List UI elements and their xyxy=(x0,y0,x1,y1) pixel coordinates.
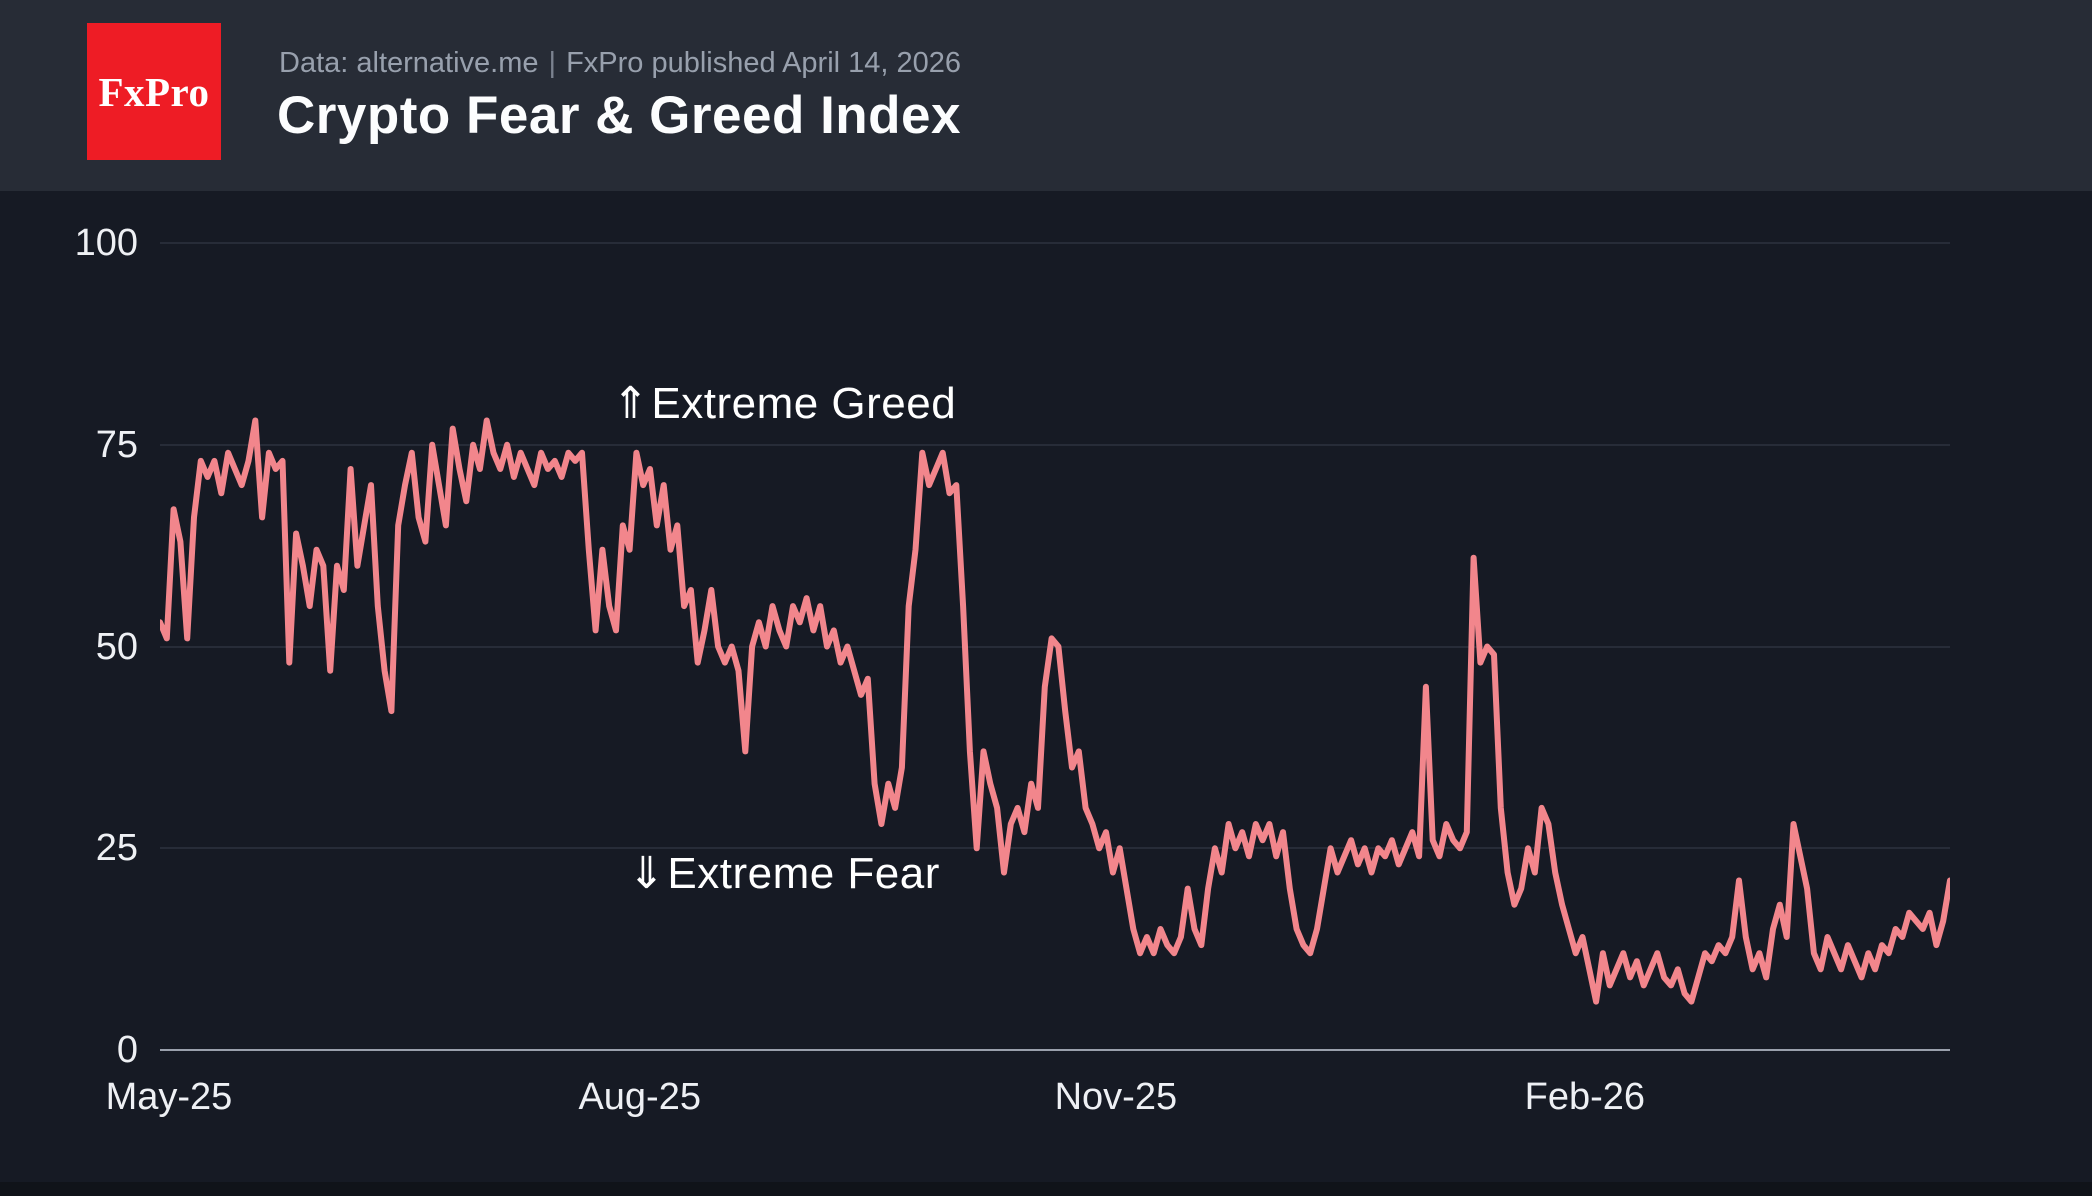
gridline-100 xyxy=(160,242,1950,244)
separator: | xyxy=(548,47,557,79)
extreme-greed-label: Extreme Greed xyxy=(651,379,957,428)
header: FxPro Data: alternative.me | FxPro publish… xyxy=(0,0,2092,191)
x-tick-label-Feb-26: Feb-26 xyxy=(1524,1076,1646,1118)
x-tick-label-May-25: May-25 xyxy=(105,1076,233,1118)
extreme-greed-annotation: ⇑Extreme Greed xyxy=(612,378,956,429)
y-tick-label-100: 100 xyxy=(74,222,138,264)
gridline-75 xyxy=(160,443,1950,446)
x-tick-label-Aug-25: Aug-25 xyxy=(578,1076,701,1118)
x-axis-line xyxy=(160,1049,1950,1051)
extreme-fear-label: Extreme Fear xyxy=(667,849,940,898)
gridline-25 xyxy=(160,847,1950,850)
fear-greed-line-chart xyxy=(160,417,1950,1005)
y-tick-label-25: 25 xyxy=(95,827,138,870)
data-source-text: Data: alternative.me xyxy=(279,47,539,79)
y-tick-label-0: 0 xyxy=(116,1029,138,1071)
x-tick-label-Nov-25: Nov-25 xyxy=(1054,1076,1178,1118)
fear-greed-line xyxy=(160,417,1950,1005)
published-text: FxPro published April 14, 2026 xyxy=(566,47,962,79)
fxpro-logo: FxPro xyxy=(87,23,221,160)
fxpro-logo-text: FxPro xyxy=(98,68,210,115)
y-tick-label-75: 75 xyxy=(95,423,138,466)
y-tick-label-50: 50 xyxy=(95,625,138,668)
source-line: Data: alternative.me | FxPro published Apr… xyxy=(279,47,961,80)
chart-title: Crypto Fear & Greed Index xyxy=(277,86,962,145)
down-arrow-icon: ⇓ xyxy=(628,849,666,898)
up-arrow-icon: ⇑ xyxy=(612,379,650,428)
footer-strip xyxy=(0,1182,2092,1196)
extreme-fear-annotation: ⇓Extreme Fear xyxy=(628,848,940,899)
